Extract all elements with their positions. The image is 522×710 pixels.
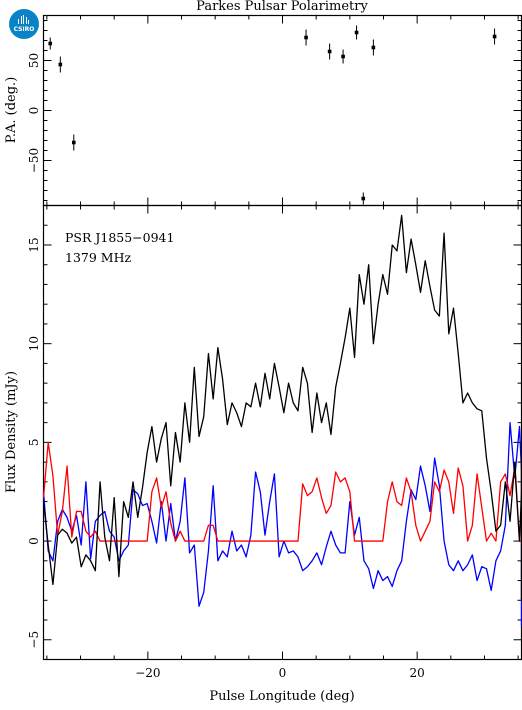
flux-ylabel: Flux Density (mJy)	[4, 371, 19, 493]
flux-ytick-label: −5	[27, 631, 41, 649]
pa-point	[361, 196, 366, 201]
pa-panel-frame	[42, 14, 522, 207]
flux-xtick-label: −20	[135, 666, 160, 680]
pa-point	[327, 49, 332, 54]
flux-ytick-label: 10	[27, 336, 41, 351]
flux-ytick-label: 15	[27, 237, 41, 252]
flux-panel: −5 0 5 10 15 −20 0 20 PSR J1855−0941 1379 MHz F…	[4, 204, 522, 704]
flux-xtick-label: 20	[410, 666, 425, 680]
pa-point	[341, 54, 345, 59]
csiro-logo-icon: CSIRO	[9, 9, 39, 39]
pa-point	[71, 140, 76, 145]
flux-ytick-label: 5	[27, 439, 41, 447]
pa-panel: −50 0 50 P.A. (deg.)	[4, 14, 522, 207]
logo-text: CSIRO	[13, 26, 35, 33]
pa-ytick-label: 0	[27, 107, 41, 115]
pa-ytick-label: 50	[27, 53, 41, 68]
pa-point	[304, 35, 308, 40]
pa-point	[48, 41, 53, 46]
flux-xtick-label: 0	[279, 666, 287, 680]
pa-data-points	[48, 25, 497, 205]
pa-point	[58, 62, 63, 67]
frequency-label: 1379 MHz	[65, 250, 131, 265]
logo-bars-icon	[18, 15, 30, 24]
psr-name-label: PSR J1855−0941	[65, 230, 174, 245]
flux-series-linear	[42, 441, 522, 542]
flux-ytick-label: 0	[27, 537, 41, 545]
flux-xlabel: Pulse Longitude (deg)	[209, 689, 354, 704]
pa-axis-ticks: −50 0 50	[27, 15, 522, 206]
pa-ylabel: P.A. (deg.)	[4, 77, 19, 144]
flux-axis-ticks: −5 0 5 10 15 −20 0 20	[27, 205, 522, 680]
flux-profile-lines	[42, 214, 522, 627]
flux-panel-frame	[42, 204, 522, 661]
chart-title: Parkes Pulsar Polarimetry	[196, 0, 368, 14]
pa-point	[492, 34, 497, 39]
pa-point	[371, 45, 376, 50]
pa-point	[354, 30, 359, 35]
pa-ytick-label: −50	[27, 148, 41, 173]
